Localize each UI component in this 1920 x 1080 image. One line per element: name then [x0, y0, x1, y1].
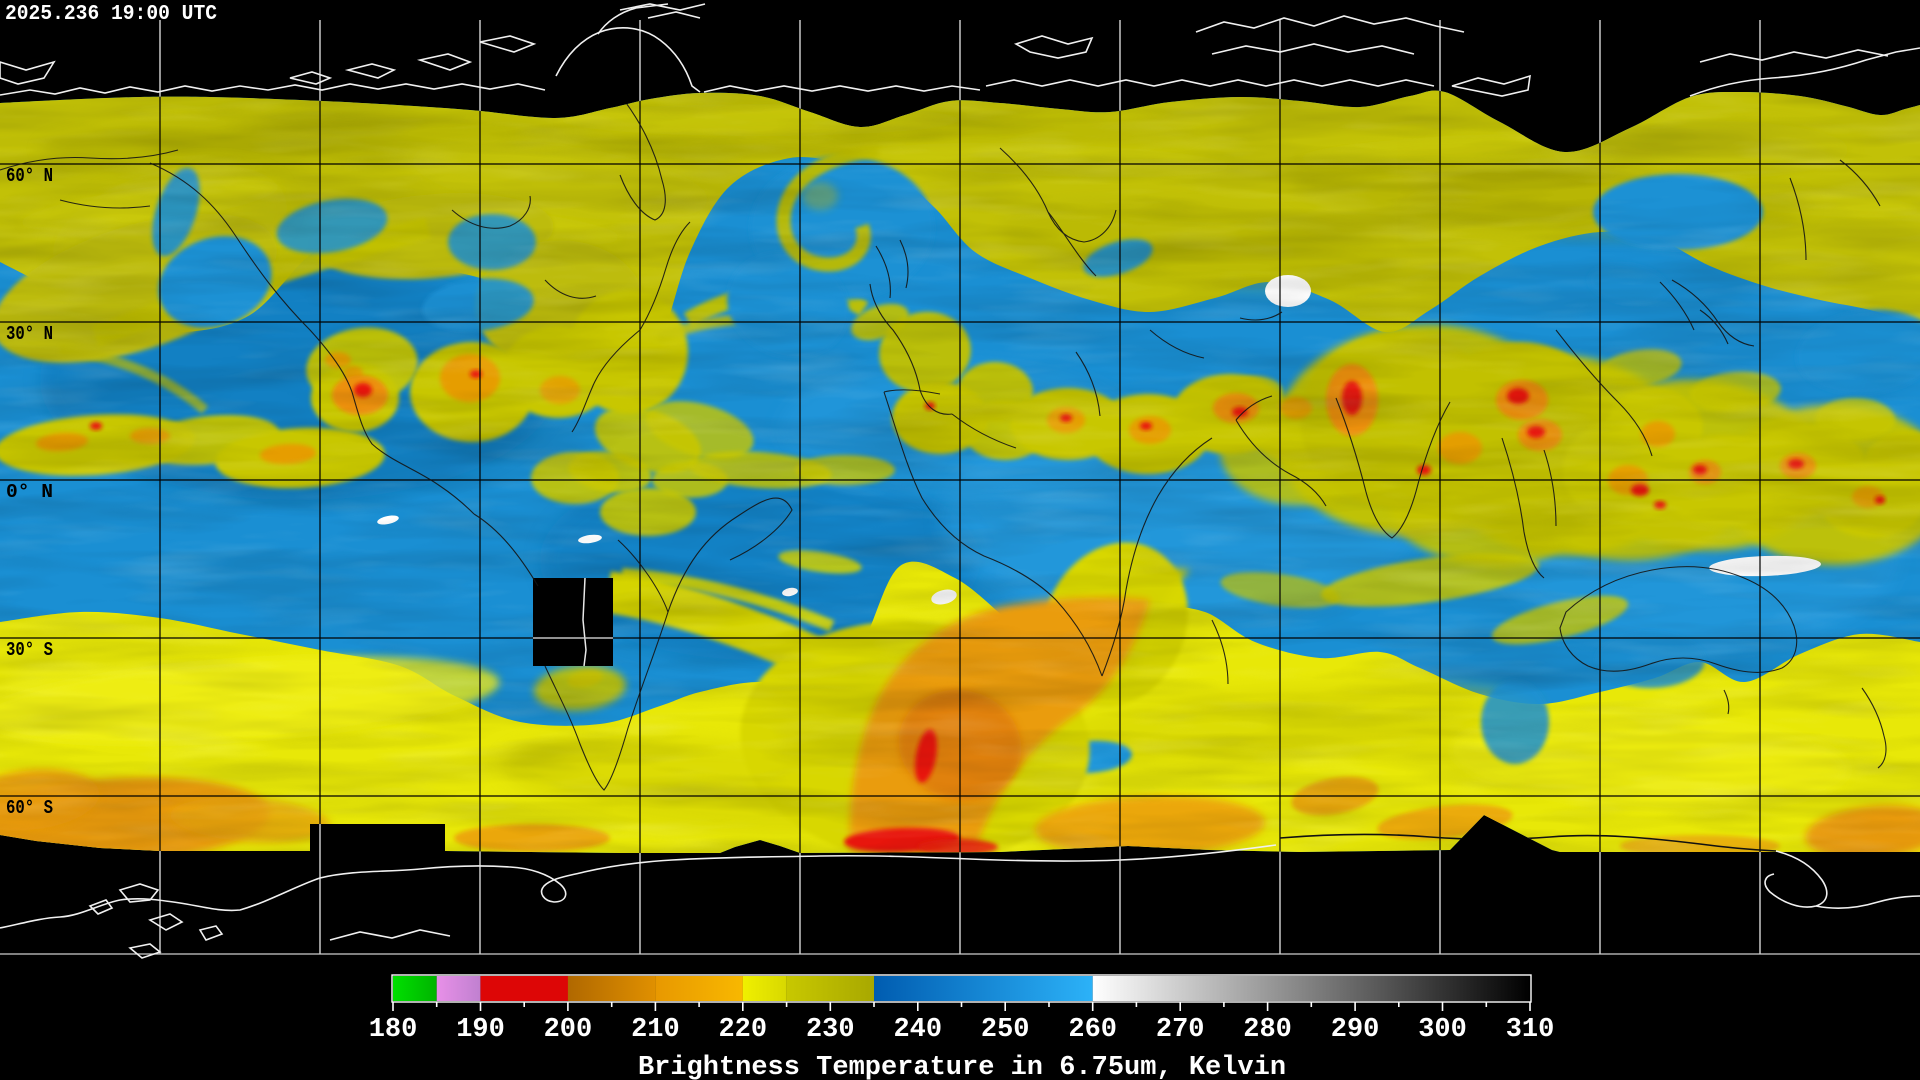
svg-text:210: 210	[631, 1015, 680, 1045]
svg-text:60° S: 60° S	[6, 797, 53, 819]
svg-text:30° S: 30° S	[6, 639, 53, 661]
svg-text:310: 310	[1506, 1015, 1555, 1045]
svg-text:300: 300	[1418, 1015, 1467, 1045]
svg-text:0° N: 0° N	[6, 481, 53, 503]
svg-text:270: 270	[1156, 1015, 1205, 1045]
svg-text:30° N: 30° N	[6, 323, 53, 345]
svg-text:60° N: 60° N	[6, 165, 53, 187]
svg-text:290: 290	[1331, 1015, 1380, 1045]
svg-text:220: 220	[718, 1015, 767, 1045]
svg-text:280: 280	[1243, 1015, 1292, 1045]
svg-text:Brightness Temperature in 6.75: Brightness Temperature in 6.75um, Kelvin	[638, 1053, 1286, 1080]
svg-text:200: 200	[544, 1015, 593, 1045]
svg-text:2025.236 19:00 UTC: 2025.236 19:00 UTC	[5, 3, 217, 26]
svg-text:240: 240	[893, 1015, 942, 1045]
svg-text:190: 190	[456, 1015, 505, 1045]
svg-text:230: 230	[806, 1015, 855, 1045]
svg-text:180: 180	[369, 1015, 418, 1045]
svg-text:250: 250	[981, 1015, 1030, 1045]
svg-text:260: 260	[1068, 1015, 1117, 1045]
